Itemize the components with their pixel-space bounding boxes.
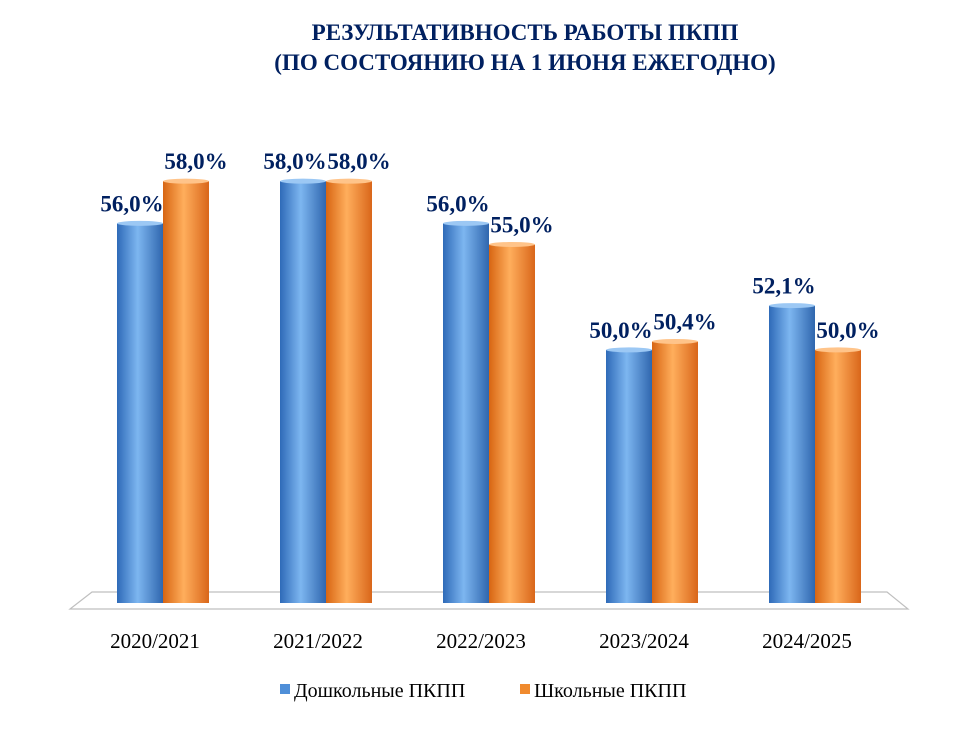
value-label-preschool-5: 52,1% [752, 274, 815, 299]
value-label-preschool-3: 56,0% [426, 191, 489, 216]
bar-preschool-2 [280, 181, 326, 603]
bar-cap-preschool-5 [769, 303, 815, 309]
bars-group [117, 178, 861, 604]
bar-preschool-5 [769, 305, 815, 603]
bar-school-3 [489, 244, 535, 604]
chart-subtitle: (ПО СОСТОЯНИЮ НА 1 ИЮНЯ ЕЖЕГОДНО) [274, 50, 775, 75]
bar-preschool-3 [443, 223, 489, 603]
category-label-3: 2022/2023 [436, 629, 526, 653]
legend-label-preschool: Дошкольные ПКПП [294, 680, 465, 702]
value-label-preschool-4: 50,0% [589, 318, 652, 343]
category-labels-group: 2020/2021 2021/2022 2022/2023 2023/2024 2024… [110, 629, 852, 653]
bar-cap-preschool-3 [443, 220, 489, 226]
value-label-school-3: 55,0% [490, 212, 553, 237]
bar-cap-school-2 [326, 178, 372, 184]
bar-cap-school-5 [815, 347, 861, 353]
bar-school-2 [326, 181, 372, 603]
bar-cap-school-1 [163, 178, 209, 184]
bar-school-1 [163, 181, 209, 603]
bar-preschool-4 [606, 349, 652, 603]
category-label-2: 2021/2022 [273, 629, 363, 653]
legend-label-school: Школьные ПКПП [534, 680, 686, 702]
bar-cap-school-4 [652, 338, 698, 344]
bar-cap-preschool-1 [117, 220, 163, 226]
bar-school-4 [652, 341, 698, 603]
bar-cap-school-3 [489, 241, 535, 247]
legend-swatch-school [520, 684, 530, 694]
value-label-preschool-2: 58,0% [263, 149, 326, 174]
legend: Дошкольные ПКПП Школьные ПКПП [280, 680, 686, 702]
value-labels-group: 56,0%58,0% 58,0% 58,0%56,0%55,0%50,0% 50,4%… [100, 149, 879, 343]
bar-school-5 [815, 349, 861, 603]
bar-cap-preschool-4 [606, 347, 652, 353]
value-label-school-5: 50,0% [816, 318, 879, 343]
category-label-4: 2023/2024 [599, 629, 689, 653]
legend-swatch-preschool [280, 684, 290, 694]
bar-preschool-1 [117, 223, 163, 603]
category-label-1: 2020/2021 [110, 629, 200, 653]
bar-cap-preschool-2 [280, 178, 326, 184]
value-label-school-1: 58,0% [164, 149, 227, 174]
value-label-preschool-1: 56,0% [100, 191, 163, 216]
category-label-5: 2024/2025 [762, 629, 852, 653]
chart-title: РЕЗУЛЬТАТИВНОСТЬ РАБОТЫ ПКПП [312, 20, 739, 45]
value-label-school-4: 50,4% [653, 309, 716, 334]
value-label-school-2: 58,0% [327, 149, 390, 174]
